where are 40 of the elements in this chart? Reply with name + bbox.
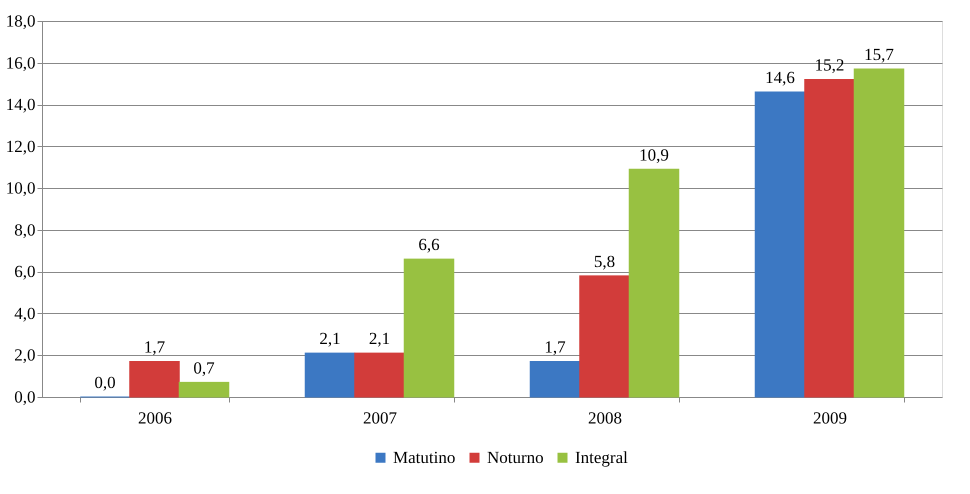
data-label: 0,0	[94, 373, 116, 392]
bar	[579, 275, 630, 398]
data-label: 2,1	[368, 329, 390, 348]
bar	[304, 352, 356, 398]
y-tick-label: 12,0	[6, 136, 36, 156]
y-tick-label: 16,0	[6, 53, 36, 72]
bar	[854, 68, 904, 398]
data-label: 15,7	[864, 45, 894, 64]
legend-label: Integral	[575, 448, 628, 467]
y-tick-label: 14,0	[6, 95, 36, 114]
bar	[530, 360, 580, 398]
legend-label: Noturno	[487, 448, 544, 467]
bar	[178, 382, 230, 398]
bar	[129, 360, 180, 398]
data-label: 10,9	[639, 145, 669, 164]
bar	[628, 168, 680, 398]
data-label: 5,8	[594, 252, 616, 271]
bar	[804, 78, 855, 398]
y-tick-label: 4,0	[14, 304, 36, 323]
data-label: 2,1	[319, 329, 341, 348]
bar	[354, 352, 405, 398]
x-tick-label: 2008	[588, 408, 622, 428]
data-label: 6,6	[418, 235, 440, 254]
y-tick-label: 18,0	[6, 12, 36, 30]
y-tick-label: 6,0	[14, 262, 36, 282]
data-label: 0,7	[193, 358, 216, 378]
bar	[754, 92, 806, 398]
x-tick-label: 2009	[813, 408, 847, 428]
y-tick-label: 2,0	[14, 346, 36, 365]
bar	[404, 258, 454, 398]
legend-label: Matutino	[393, 448, 456, 467]
data-label: 1,7	[144, 337, 166, 356]
data-label: 15,2	[814, 55, 844, 74]
y-tick-label: 8,0	[14, 220, 36, 240]
data-label: 14,6	[765, 68, 795, 88]
x-tick-label: 2007	[363, 408, 398, 428]
y-tick-label: 0,0	[14, 388, 36, 406]
x-tick-label: 2006	[138, 408, 172, 428]
y-tick-label: 10,0	[6, 178, 36, 198]
data-label: 1,7	[544, 337, 566, 356]
